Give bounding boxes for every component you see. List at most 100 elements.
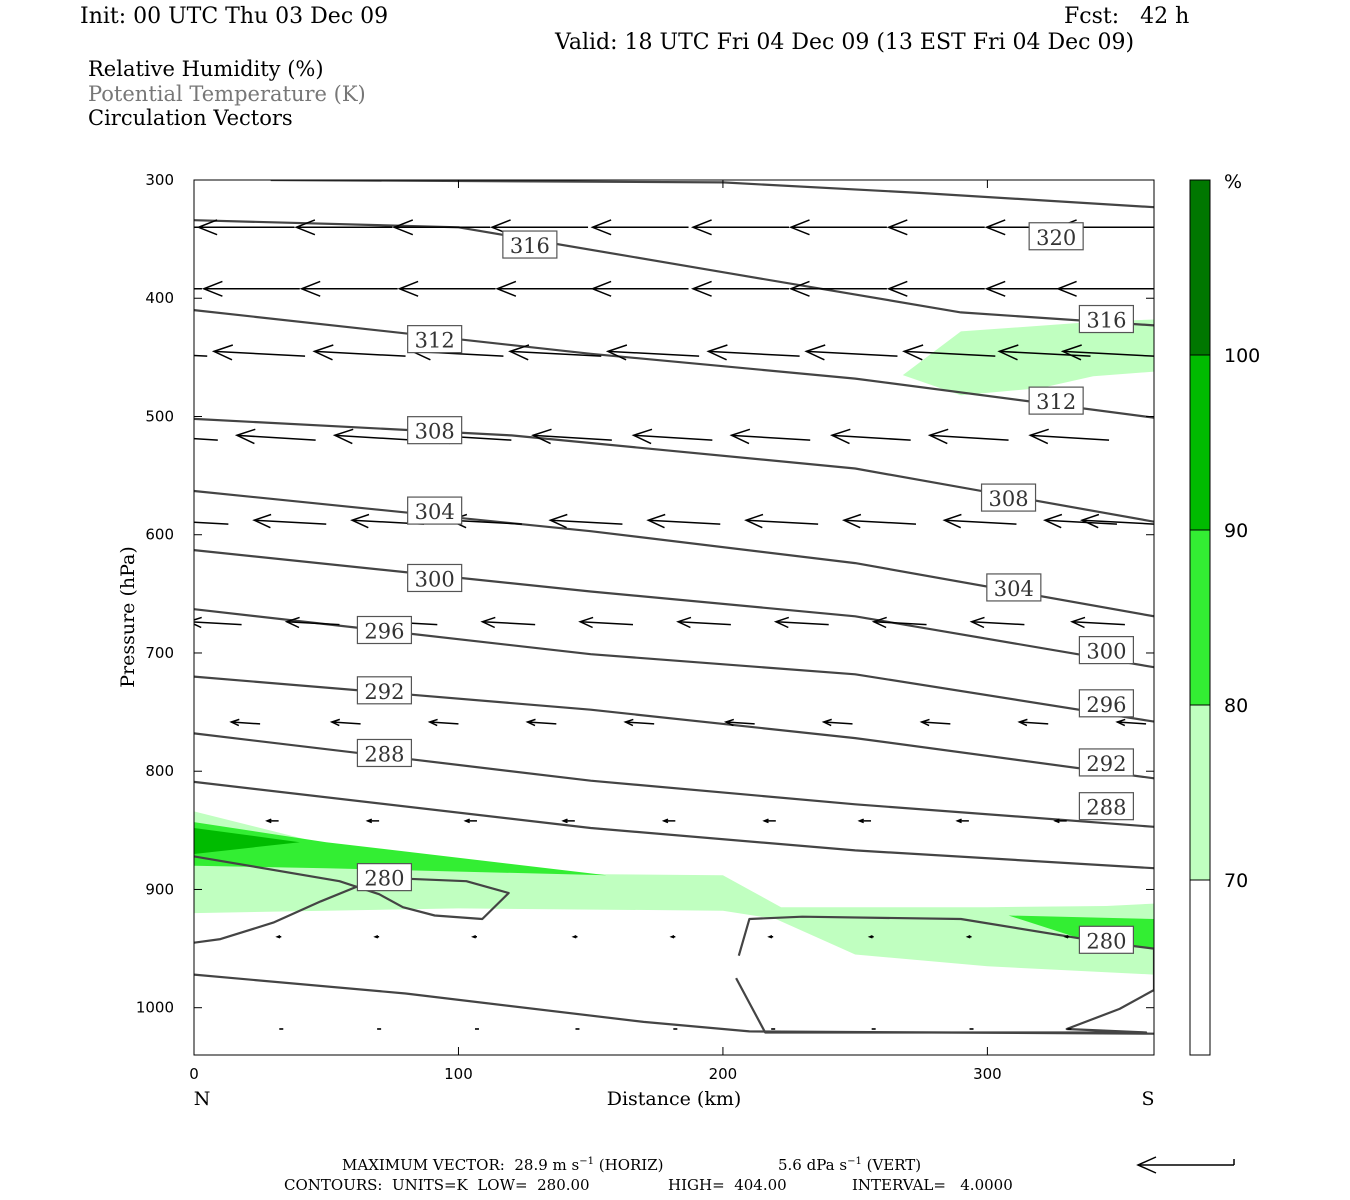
footer-contours: CONTOURS: UNITS=K LOW= 280.00 xyxy=(284,1176,590,1194)
contour-label-text: 300 xyxy=(1086,640,1126,664)
footer-max-vector: MAXIMUM VECTOR: 28.9 m s−1 (HORIZ) xyxy=(342,1156,664,1174)
x-end-label-north: N xyxy=(194,1088,211,1110)
vector-arrow-2-7 xyxy=(804,344,898,361)
contour-label-text: 308 xyxy=(988,487,1028,511)
vector-head xyxy=(646,513,666,529)
contour-label-layer: 320 316 316 312 312 308 308 304 304 300 300 296 296 2… xyxy=(356,222,1134,954)
contour-label-box xyxy=(502,230,558,259)
theta-contour-288-8 xyxy=(194,732,1154,828)
vector-arrow-1-8 xyxy=(886,280,985,297)
vector-head xyxy=(631,428,653,445)
colorbar-level-label: 80 xyxy=(1224,695,1248,717)
vector-shaft xyxy=(314,350,406,357)
vector-shaft xyxy=(633,434,713,441)
contours-high: 404.00 xyxy=(734,1176,787,1194)
vector-arrow-6-9 xyxy=(1115,718,1147,727)
contour-label-280-0: 280 xyxy=(1078,925,1134,954)
vector-head xyxy=(729,428,751,445)
vector-arrow-4-5 xyxy=(646,513,721,529)
vector-arrow-1-1 xyxy=(201,280,300,297)
vector-head xyxy=(1070,616,1086,629)
vector-head xyxy=(661,818,669,824)
vector-arrow-4-6 xyxy=(744,513,819,529)
vector-head xyxy=(821,718,832,727)
vector-head xyxy=(392,219,414,236)
vector-shaft xyxy=(823,721,853,725)
vector-arrow-5-0 xyxy=(194,616,242,629)
contour-label-text: 280 xyxy=(364,867,404,891)
contour-label-312-0: 312 xyxy=(407,325,463,354)
vector-head xyxy=(723,718,735,727)
vector-arrow-7-0 xyxy=(265,818,279,824)
contour-label-292-0: 292 xyxy=(356,676,413,705)
plot-frame xyxy=(193,179,1155,1056)
contours-low: 280.00 xyxy=(537,1176,590,1194)
contour-label-308-1: 308 xyxy=(980,483,1037,512)
vector-head xyxy=(871,616,887,629)
theta-contour-296-6 xyxy=(194,608,1154,723)
vector-head xyxy=(788,219,810,236)
vector-head xyxy=(690,219,712,236)
vector-arrow-3-5 xyxy=(631,428,713,445)
vector-head xyxy=(965,935,971,939)
vector-head xyxy=(706,344,728,361)
vector-arrow-7-8 xyxy=(1053,818,1067,824)
rh-shading-layer xyxy=(194,319,1154,975)
legend-circulation-vectors: Circulation Vectors xyxy=(88,106,293,130)
vector-arrow-2-8 xyxy=(902,344,996,361)
vector-head xyxy=(229,718,240,727)
vector-head xyxy=(480,616,496,629)
vector-shaft xyxy=(550,519,623,525)
vector-head xyxy=(531,428,552,445)
vector-head xyxy=(397,280,419,297)
vector-head xyxy=(234,428,256,445)
vector-arrow-3-2 xyxy=(332,428,414,445)
contours-high-label: HIGH= xyxy=(668,1176,725,1194)
vector-arrow-6-3 xyxy=(525,718,557,727)
theta-contour-280-10 xyxy=(194,855,510,944)
theta-contour-276-12 xyxy=(194,973,1154,1035)
horiz-tag: (HORIZ) xyxy=(598,1156,664,1174)
contour-label-text: 312 xyxy=(1036,390,1076,414)
vector-shaft xyxy=(194,521,229,525)
x-end-label-south: S xyxy=(1141,1088,1154,1110)
vector-head xyxy=(463,818,470,824)
vector-head xyxy=(365,818,373,824)
vector-arrow-1-6 xyxy=(690,280,790,297)
vector-head xyxy=(590,280,612,297)
vector-arrow-6-0 xyxy=(229,718,261,727)
x-tick-label: 0 xyxy=(189,1065,199,1083)
contour-label-text: 312 xyxy=(415,329,455,353)
vector-head xyxy=(571,935,577,939)
vector-shaft xyxy=(904,350,996,357)
theta-contour-292-7 xyxy=(194,675,1154,780)
vector-arrow-4-0 xyxy=(194,521,229,525)
vector-head xyxy=(548,513,568,529)
reference-vector xyxy=(1136,1156,1235,1174)
vector-head xyxy=(139,429,157,443)
rh-region-80-2 xyxy=(194,822,607,876)
x-tick-label: 300 xyxy=(973,1065,1002,1083)
vector-arrow-4-1 xyxy=(252,513,327,529)
vector-shaft xyxy=(334,434,414,441)
vector-arrow-8-5 xyxy=(767,935,774,939)
vector-head xyxy=(252,513,272,529)
vector-arrow-2-2 xyxy=(312,344,406,361)
colorbar-segment-0 xyxy=(1190,880,1210,1055)
contour-label-text: 316 xyxy=(510,234,550,258)
vector-head xyxy=(773,616,790,629)
vector-shaft xyxy=(944,519,1017,525)
contour-label-text: 300 xyxy=(415,567,455,591)
contour-label-292-1: 292 xyxy=(1078,748,1134,777)
vector-head xyxy=(829,428,851,445)
vector-arrow-1-2 xyxy=(299,280,398,297)
vector-head xyxy=(997,344,1019,361)
contour-label-296-1: 296 xyxy=(1078,689,1134,718)
vector-shaft xyxy=(921,721,951,725)
vector-shaft xyxy=(746,519,819,525)
vector-head xyxy=(578,616,594,629)
vector-head xyxy=(116,345,135,360)
vector-arrow-2-5 xyxy=(605,344,700,361)
contour-label-316-0: 316 xyxy=(502,230,558,259)
y-tick-label: 800 xyxy=(145,762,174,780)
